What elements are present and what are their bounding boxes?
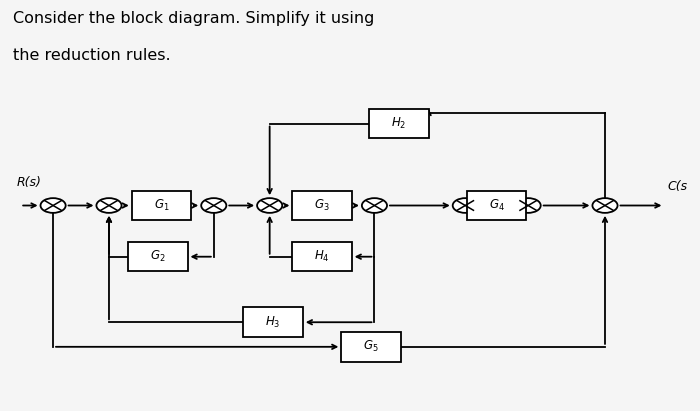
Text: $G_5$: $G_5$ [363, 339, 379, 354]
Bar [293, 191, 351, 220]
Circle shape [257, 198, 282, 213]
Text: R(s): R(s) [17, 176, 41, 189]
Bar [244, 307, 303, 337]
Bar [369, 109, 428, 139]
Bar [342, 332, 400, 362]
Text: the reduction rules.: the reduction rules. [13, 48, 171, 63]
Text: $H_3$: $H_3$ [265, 315, 281, 330]
Text: Consider the block diagram. Simplify it using: Consider the block diagram. Simplify it … [13, 11, 374, 26]
Circle shape [592, 198, 617, 213]
Text: $G_3$: $G_3$ [314, 198, 330, 213]
Text: $H_2$: $H_2$ [391, 116, 407, 131]
Circle shape [516, 198, 540, 213]
Circle shape [41, 198, 66, 213]
Circle shape [201, 198, 226, 213]
Circle shape [97, 198, 122, 213]
Text: C(s: C(s [668, 180, 688, 193]
Circle shape [362, 198, 387, 213]
Bar [467, 191, 526, 220]
Text: $H_4$: $H_4$ [314, 249, 330, 264]
Bar [128, 242, 188, 271]
Text: $G_4$: $G_4$ [489, 198, 505, 213]
Bar [132, 191, 191, 220]
Text: $G_2$: $G_2$ [150, 249, 166, 264]
Text: $G_1$: $G_1$ [153, 198, 169, 213]
Circle shape [453, 198, 478, 213]
Bar [293, 242, 351, 271]
